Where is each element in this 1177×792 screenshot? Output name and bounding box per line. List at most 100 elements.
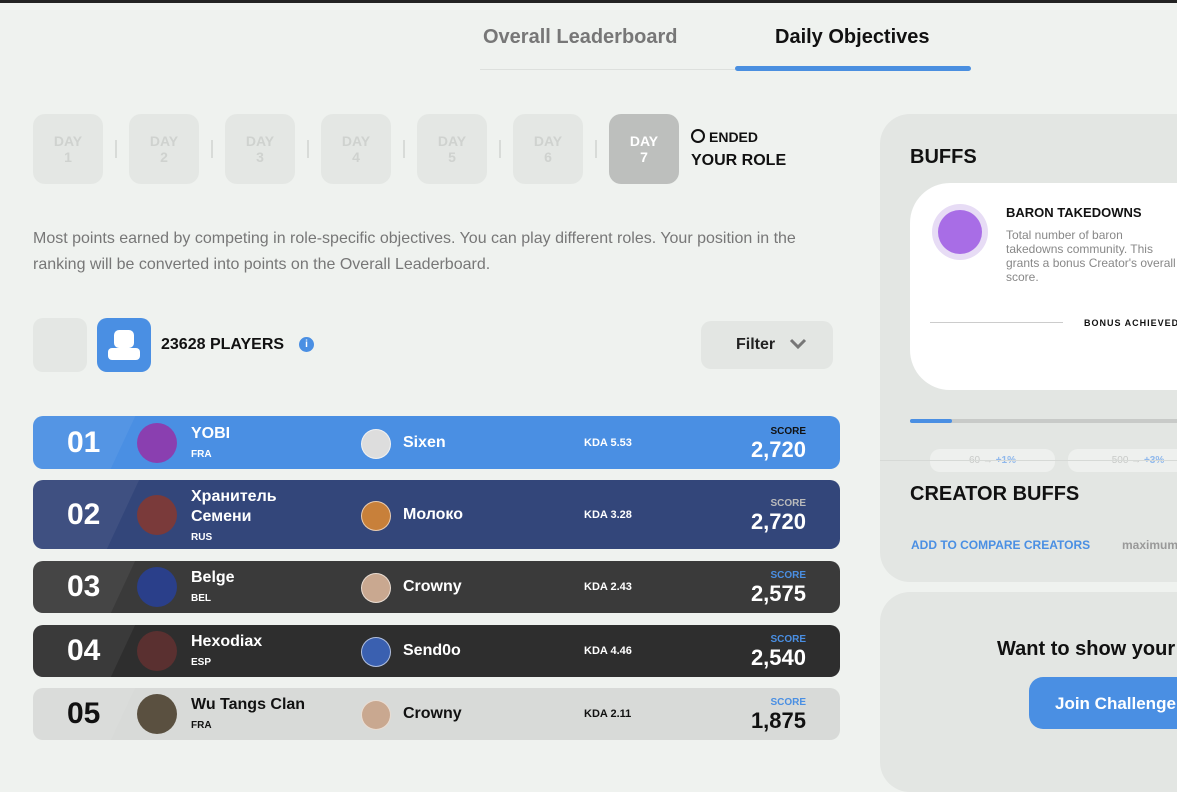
player-avatar <box>137 567 177 607</box>
day-number: 6 <box>544 149 552 165</box>
leaderboard-row[interactable]: 02 Хранитель Семени RUS Молоко KDA 3.28 SCORE… <box>33 480 840 549</box>
progress-track <box>910 419 1177 423</box>
chevron <box>789 338 807 350</box>
score-label: SCORE <box>770 497 806 509</box>
kda: KDA 5.53 <box>584 436 632 449</box>
creator-avatar <box>361 428 391 459</box>
player-country: FRA <box>191 448 212 460</box>
clock-icon <box>691 129 705 143</box>
day-number: 5 <box>448 149 456 165</box>
score-label: SCORE <box>770 425 806 437</box>
player-name: Хранитель Семени <box>191 488 277 525</box>
day-role: YOUR ROLE <box>691 152 787 169</box>
description: Most points earned by competing in role-… <box>33 230 796 273</box>
buffs-panel: BUFFS BARON TAKEDOWNS Total number of ba… <box>880 114 1177 582</box>
day-label: DAY <box>53 133 83 149</box>
day-tab[interactable]: DAY 5 <box>417 114 487 184</box>
day-number: 4 <box>352 149 360 165</box>
day-state: ENDED <box>709 129 759 145</box>
day-tab[interactable]: DAY 7 <box>609 114 679 184</box>
tab-line <box>480 69 735 70</box>
player-name: Belge <box>191 569 235 586</box>
creator-buffs-title: CREATOR BUFFS <box>910 483 1080 505</box>
day-label: DAY <box>533 133 563 149</box>
buffs-title: BUFFS <box>910 146 977 168</box>
creator-name: Crowny <box>403 578 462 595</box>
kda: KDA 2.11 <box>584 708 632 720</box>
player-name: Wu Tangs Clan <box>191 696 306 713</box>
player-country: BEL <box>191 593 211 604</box>
day-separator <box>595 140 597 158</box>
day-number: 7 <box>640 149 648 165</box>
score: 2,575 <box>750 581 806 606</box>
player-country: RUS <box>191 532 213 543</box>
role-toggle-active[interactable] <box>97 318 151 372</box>
leaderboard-row[interactable]: 03 Belge BEL Crowny KDA 2.43 SCORE 2,575 <box>33 561 840 613</box>
score: 2,540 <box>750 645 806 670</box>
day-tab[interactable]: DAY 6 <box>513 114 583 184</box>
score-label: SCORE <box>770 697 806 708</box>
bonus-label: BONUS ACHIEVED <box>1084 318 1177 328</box>
day-label: DAY <box>149 133 179 149</box>
creator-avatar <box>361 700 391 730</box>
role-toggle[interactable] <box>33 318 87 372</box>
creator-avatar <box>361 573 391 603</box>
player-avatar <box>137 631 177 671</box>
buff-name: BARON TAKEDOWNS <box>1006 205 1142 220</box>
creator-name: Crowny <box>403 705 462 722</box>
filter-label: Filter <box>736 336 776 353</box>
divider <box>930 322 1063 323</box>
leaderboard-row[interactable]: 04 Hexodiax ESP Send0o KDA 4.46 SCORE 2,540 <box>33 625 840 677</box>
cta-panel: Want to show your Join Challenge <box>880 592 1177 792</box>
icon <box>114 330 134 348</box>
creator-name: Send0o <box>403 642 461 659</box>
tab[interactable]: Overall Leaderboard <box>483 26 678 48</box>
player-count: 23628 PLAYERS <box>161 336 285 353</box>
day-separator <box>403 140 405 158</box>
day-separator <box>499 140 501 158</box>
day-label: DAY <box>341 133 371 149</box>
player-name: Hexodiax <box>191 633 263 650</box>
rank: 03 <box>67 570 101 603</box>
player-country: FRA <box>191 720 212 731</box>
day-label: DAY <box>245 133 275 149</box>
rank: 04 <box>67 634 101 667</box>
day-separator <box>115 140 117 158</box>
score: 2,720 <box>750 508 806 534</box>
day-label: DAY <box>437 133 467 149</box>
tab-active[interactable]: Daily Objectives <box>775 26 930 48</box>
day-separator <box>211 140 213 158</box>
extra-text: maximum <box>1122 538 1177 552</box>
divider <box>880 460 1177 461</box>
player-avatar <box>137 494 177 535</box>
info-icon[interactable]: i <box>299 337 314 352</box>
day-tab[interactable]: DAY 3 <box>225 114 295 184</box>
score-label: SCORE <box>770 634 806 645</box>
player-name: YOBI <box>191 424 231 442</box>
day-tab[interactable]: DAY 2 <box>129 114 199 184</box>
day-tab[interactable]: DAY 4 <box>321 114 391 184</box>
day-separator <box>307 140 309 158</box>
join-label: Join Challenge <box>1055 694 1176 713</box>
score: 1,875 <box>750 708 806 733</box>
compare-link[interactable]: ADD TO COMPARE CREATORS <box>911 538 1091 552</box>
day-tab[interactable]: DAY 1 <box>33 114 103 184</box>
player-country: ESP <box>191 657 212 668</box>
creator-name: Молоко <box>403 505 463 523</box>
progress-fill <box>910 419 952 423</box>
creator-name: Sixen <box>403 433 446 451</box>
join-button[interactable]: Join Challenge <box>1029 677 1177 729</box>
rank: 05 <box>67 697 101 730</box>
cta-text: Want to show your <box>997 638 1176 660</box>
buff-card: BARON TAKEDOWNS Total number of baron ta… <box>910 183 1177 390</box>
tab-underline <box>735 66 971 71</box>
leaderboard-row[interactable]: 01 YOBI FRA Sixen KDA 5.53 SCORE 2,720 <box>33 416 840 469</box>
kda: KDA 4.46 <box>584 645 632 657</box>
player-avatar <box>137 694 177 734</box>
filter-button[interactable]: Filter <box>701 321 833 369</box>
creator-avatar <box>361 637 391 667</box>
score: 2,720 <box>750 436 806 462</box>
buff-icon <box>938 210 982 254</box>
leaderboard-row[interactable]: 05 Wu Tangs Clan FRA Crowny KDA 2.11 SCORE 1,8… <box>33 688 840 740</box>
